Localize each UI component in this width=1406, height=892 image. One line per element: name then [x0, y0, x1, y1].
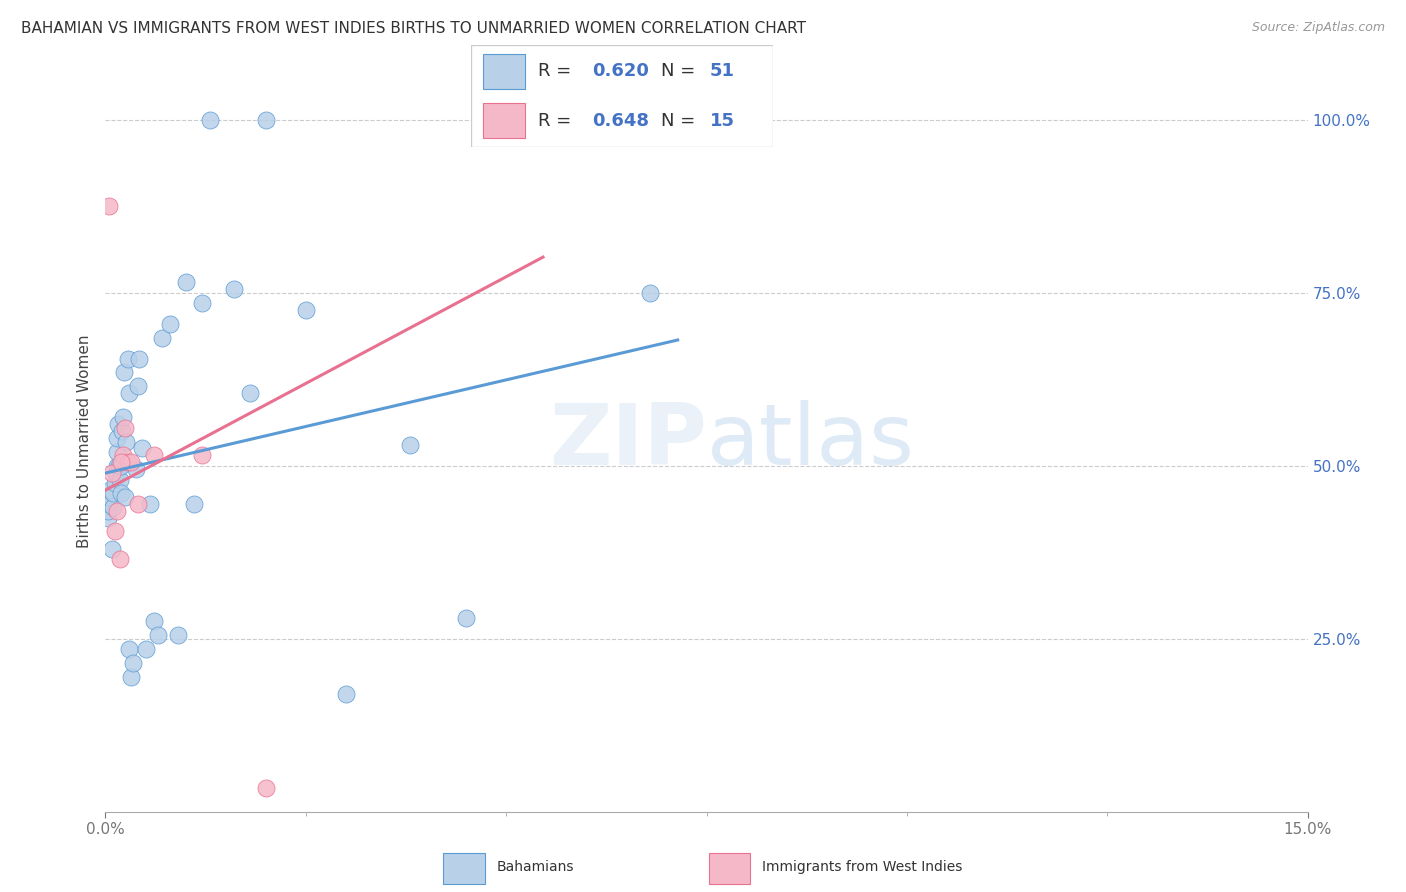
Point: [198, 112, 221, 127]
Text: 0.620: 0.620: [592, 62, 648, 80]
Point: [510, 112, 533, 127]
Point: [104, 466, 127, 480]
Point: [142, 615, 165, 629]
Point: [112, 365, 135, 379]
Point: [150, 331, 173, 345]
Text: 15: 15: [710, 112, 735, 129]
Point: [454, 611, 477, 625]
FancyBboxPatch shape: [484, 54, 526, 88]
Point: [98, 483, 121, 497]
Point: [107, 417, 129, 432]
Point: [103, 486, 125, 500]
Text: N =: N =: [661, 112, 702, 129]
Point: [120, 670, 142, 684]
Point: [97, 504, 120, 518]
Point: [110, 458, 132, 473]
Text: BAHAMIAN VS IMMIGRANTS FROM WEST INDIES BIRTHS TO UNMARRIED WOMEN CORRELATION CH: BAHAMIAN VS IMMIGRANTS FROM WEST INDIES …: [21, 21, 806, 36]
Text: Immigrants from West Indies: Immigrants from West Indies: [762, 861, 963, 874]
Point: [97, 510, 120, 524]
Point: [104, 476, 127, 491]
Point: [166, 628, 188, 642]
Point: [295, 303, 318, 318]
Point: [105, 458, 128, 473]
Text: atlas: atlas: [707, 400, 914, 483]
Point: [103, 500, 125, 515]
Point: [114, 420, 136, 434]
Text: R =: R =: [537, 62, 576, 80]
Point: [125, 462, 148, 476]
Point: [107, 504, 129, 518]
Point: [174, 276, 197, 290]
Point: [98, 490, 121, 504]
Point: [138, 497, 160, 511]
Point: [131, 442, 153, 456]
Point: [108, 552, 131, 566]
FancyBboxPatch shape: [443, 854, 485, 883]
Point: [122, 656, 145, 670]
Point: [97, 497, 120, 511]
Point: [115, 434, 138, 449]
Point: [110, 455, 132, 469]
Point: [108, 473, 131, 487]
Point: [135, 642, 157, 657]
FancyBboxPatch shape: [484, 103, 526, 138]
Point: [222, 282, 245, 296]
Point: [640, 285, 662, 300]
Point: [97, 199, 120, 213]
Point: [101, 466, 124, 480]
Point: [112, 449, 135, 463]
Point: [254, 780, 277, 795]
Point: [110, 486, 132, 500]
Text: 51: 51: [710, 62, 735, 80]
Point: [159, 317, 181, 331]
Point: [117, 455, 139, 469]
Point: [108, 458, 131, 473]
Point: [335, 687, 357, 701]
Point: [120, 455, 142, 469]
Point: [127, 497, 149, 511]
Point: [190, 449, 212, 463]
Point: [112, 410, 135, 425]
Point: [114, 490, 136, 504]
Point: [104, 524, 127, 539]
Point: [118, 386, 141, 401]
Point: [107, 445, 129, 459]
Point: [254, 112, 277, 127]
Point: [117, 351, 139, 366]
FancyBboxPatch shape: [709, 854, 751, 883]
Point: [101, 541, 124, 556]
Point: [190, 296, 212, 310]
Point: [128, 351, 150, 366]
Point: [146, 628, 169, 642]
Point: [111, 424, 134, 438]
Y-axis label: Births to Unmarried Women: Births to Unmarried Women: [76, 334, 91, 549]
Point: [107, 431, 129, 445]
Point: [239, 386, 262, 401]
Point: [142, 449, 165, 463]
Point: [399, 438, 422, 452]
Point: [183, 497, 205, 511]
Text: R =: R =: [537, 112, 576, 129]
Text: N =: N =: [661, 62, 702, 80]
Point: [127, 379, 149, 393]
FancyBboxPatch shape: [471, 45, 773, 147]
Text: ZIP: ZIP: [548, 400, 707, 483]
Text: 0.648: 0.648: [592, 112, 650, 129]
Text: Source: ZipAtlas.com: Source: ZipAtlas.com: [1251, 21, 1385, 34]
Point: [118, 642, 141, 657]
Text: Bahamians: Bahamians: [496, 861, 574, 874]
